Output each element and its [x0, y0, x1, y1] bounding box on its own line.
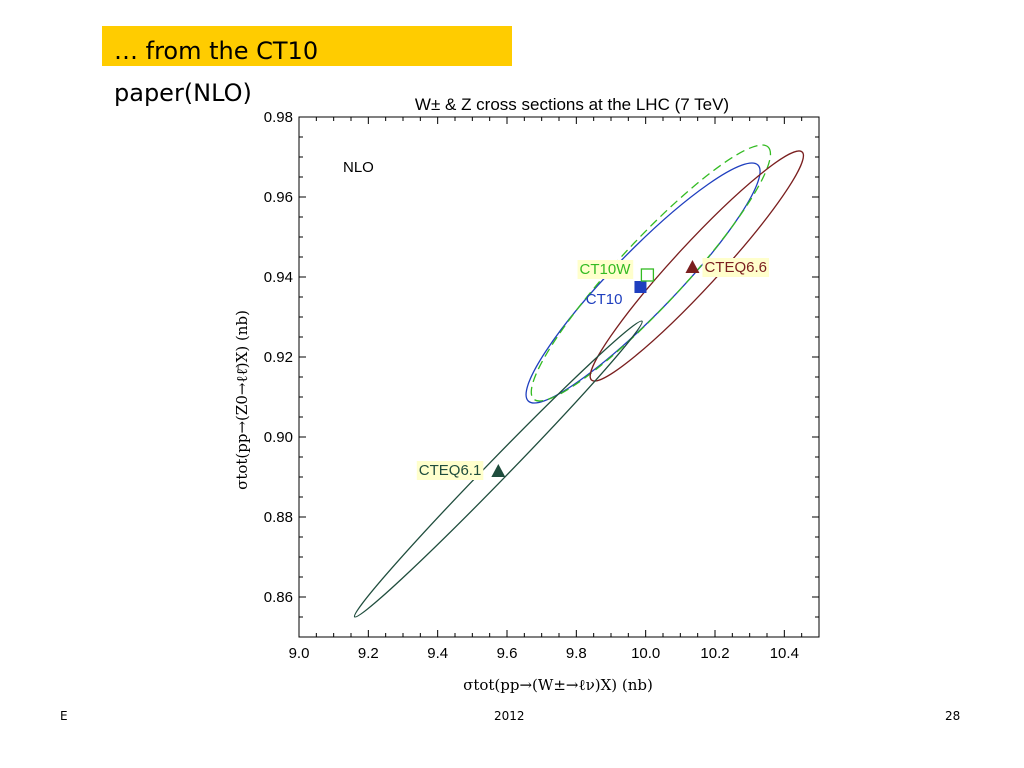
data-points	[491, 260, 700, 477]
x-tick-label: 10.0	[631, 645, 660, 662]
y-axis-title: σtot(pp→(Z0→ℓℓ̄)X) (nb)	[233, 310, 251, 490]
x-tick-labels: 9.0 9.2 9.4 9.6 9.8 10.0 10.2 10.4	[289, 645, 799, 662]
label-bg-ct10w	[577, 260, 634, 279]
marker-ct10	[634, 281, 647, 293]
ellipse-cteq66	[589, 150, 805, 382]
label-cteq66: CTEQ6.6	[704, 259, 767, 276]
y-tick-label: 0.88	[264, 509, 293, 526]
y-tick-label: 0.92	[264, 349, 293, 366]
x-tick-label: 9.4	[427, 645, 448, 662]
marker-cteq61	[491, 464, 506, 477]
y-tick-labels: 0.86 0.88 0.90 0.92 0.94 0.96 0.98	[264, 109, 293, 606]
slide-title-line-1: … from the CT10	[114, 37, 319, 65]
y-tick-label: 0.94	[264, 269, 293, 286]
x-tick-label: 9.6	[497, 645, 518, 662]
slide-title: … from the CT10 paper(NLO)	[114, 30, 318, 114]
error-ellipses	[353, 144, 805, 618]
x-tick-label: 9.0	[289, 645, 310, 662]
x-tick-label: 10.2	[700, 645, 729, 662]
axis-ticks	[298, 116, 820, 638]
nlo-annotation: NLO	[343, 159, 374, 176]
ellipse-ct10w	[530, 144, 772, 402]
chart-title: W± & Z cross sections at the LHC (7 TeV)	[415, 95, 729, 114]
label-bg-cteq61	[416, 461, 484, 480]
ellipse-cteq61	[353, 320, 643, 618]
label-ct10: CT10	[586, 291, 623, 308]
label-ct10w: CT10W	[580, 261, 632, 278]
y-tick-label: 0.98	[264, 109, 293, 126]
label-cteq61: CTEQ6.1	[419, 462, 482, 479]
x-tick-label: 9.2	[358, 645, 379, 662]
plot-frame	[298, 116, 820, 638]
footer-center: 2012	[494, 709, 525, 723]
title-highlight-banner	[102, 26, 512, 66]
x-tick-label: 10.4	[770, 645, 799, 662]
footer-left: E	[60, 709, 68, 723]
x-axis-title: σtot(pp→(W±→ℓν)X) (nb)	[463, 676, 653, 694]
y-tick-label: 0.90	[264, 429, 293, 446]
label-bg-cteq66	[702, 258, 769, 277]
marker-cteq66	[685, 260, 700, 273]
y-tick-label: 0.96	[264, 189, 293, 206]
marker-ct10w	[640, 268, 655, 282]
footer-page-number: 28	[945, 709, 961, 723]
x-tick-label: 9.8	[566, 645, 587, 662]
slide-title-line-2: paper(NLO)	[114, 79, 252, 107]
point-labels: CT10 CT10W CTEQ6.6 CTEQ6.1	[416, 258, 769, 480]
y-tick-label: 0.86	[264, 589, 293, 606]
